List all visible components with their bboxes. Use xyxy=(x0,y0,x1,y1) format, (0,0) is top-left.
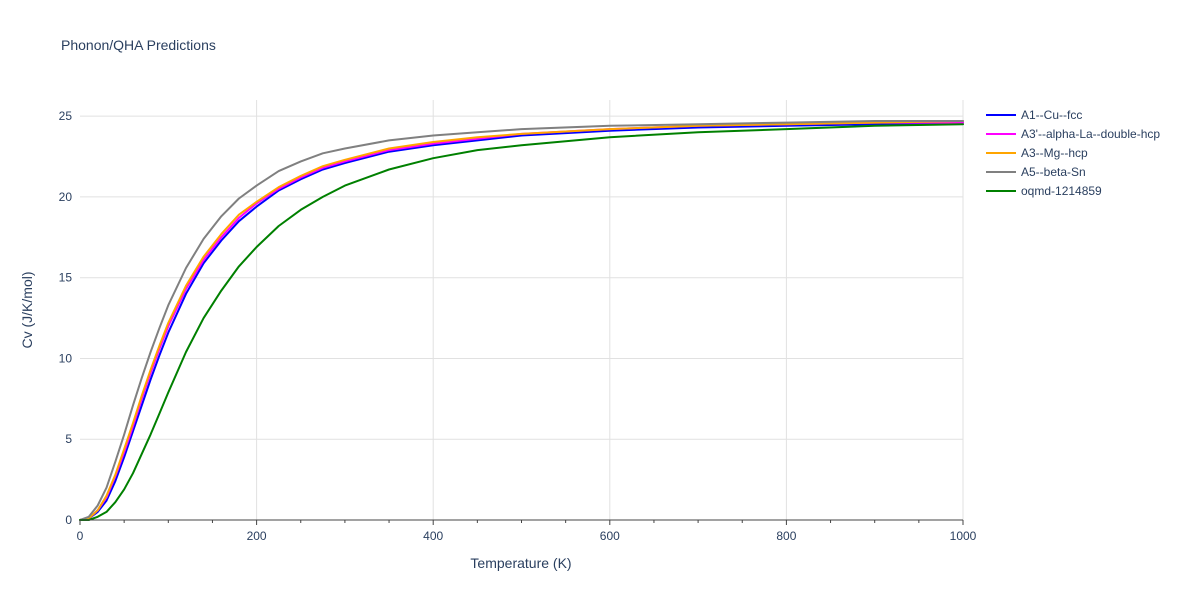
legend-label: A3'--alpha-La--double-hcp xyxy=(1021,127,1160,141)
y-tick-label: 0 xyxy=(65,513,72,527)
x-tick-label: 600 xyxy=(600,529,620,543)
y-axis-title: Cv (J/K/mol) xyxy=(19,272,35,349)
x-tick-label: 400 xyxy=(423,529,443,543)
plot-area[interactable] xyxy=(79,120,964,521)
legend-label: A3--Mg--hcp xyxy=(1021,146,1088,160)
legend-item[interactable]: oqmd-1214859 xyxy=(986,184,1102,198)
legend-label: A1--Cu--fcc xyxy=(1021,108,1082,122)
x-tick-label: 0 xyxy=(77,529,84,543)
series-line[interactable] xyxy=(79,120,964,521)
x-axis-title: Temperature (K) xyxy=(470,555,571,571)
legend[interactable]: A1--Cu--fcc A3'--alpha-La--double-hcp A3--… xyxy=(986,108,1160,198)
series-line[interactable] xyxy=(79,123,964,521)
legend-label: A5--beta-Sn xyxy=(1021,165,1086,179)
legend-item[interactable]: A3--Mg--hcp xyxy=(986,146,1088,160)
y-tick-label: 5 xyxy=(65,432,72,446)
legend-item[interactable]: A1--Cu--fcc xyxy=(986,108,1082,122)
legend-item[interactable]: A5--beta-Sn xyxy=(986,165,1086,179)
legend-item[interactable]: A3'--alpha-La--double-hcp xyxy=(986,127,1160,141)
legend-label: oqmd-1214859 xyxy=(1021,184,1102,198)
series-line[interactable] xyxy=(79,121,964,521)
grid xyxy=(80,100,964,520)
series-line[interactable] xyxy=(79,120,964,521)
y-tick-label: 25 xyxy=(59,109,73,123)
axes: 0 200 400 600 800 1000 0 5 10 15 20 25 xyxy=(59,109,977,543)
x-tick-label: 1000 xyxy=(950,529,977,543)
y-tick-label: 10 xyxy=(59,351,73,365)
x-tick-label: 800 xyxy=(776,529,796,543)
chart-title: Phonon/QHA Predictions xyxy=(61,37,216,53)
y-tick-label: 15 xyxy=(59,271,73,285)
x-tick-label: 200 xyxy=(247,529,267,543)
series-line[interactable] xyxy=(79,121,964,521)
y-tick-label: 20 xyxy=(59,190,73,204)
